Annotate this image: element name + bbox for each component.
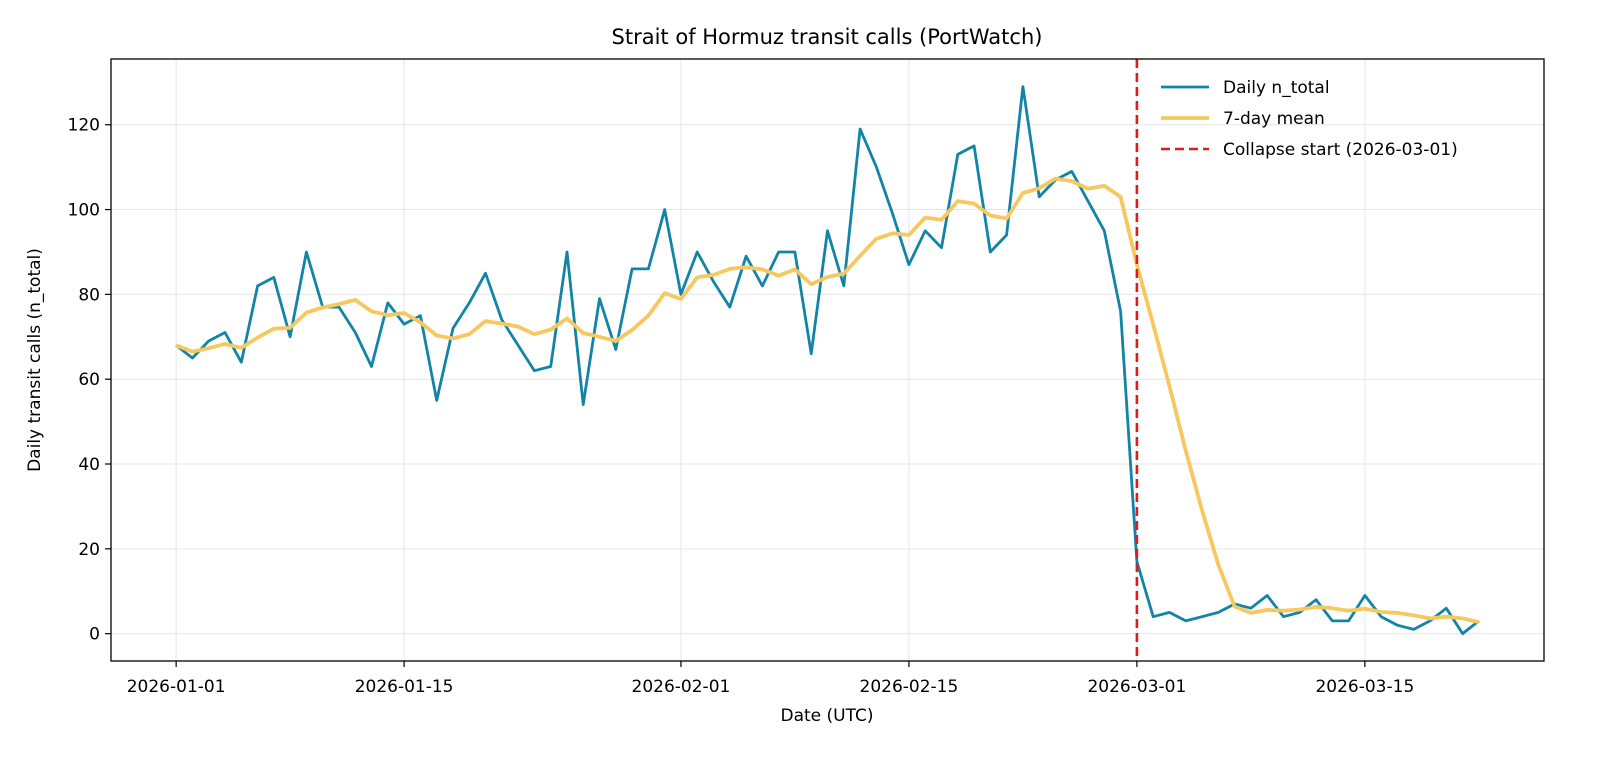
y-tick-label: 120 — [68, 116, 100, 136]
y-tick-label: 80 — [78, 285, 100, 305]
legend-label: Collapse start (2026-03-01) — [1223, 140, 1458, 160]
plot-frame — [110, 58, 1545, 662]
y-axis-ticks: 0 20 40 60 80 100 120 — [68, 116, 111, 645]
series-line-daily — [175, 85, 1480, 635]
x-tick-label: 2026-01-15 — [355, 677, 454, 697]
series-line-7day-mean — [175, 176, 1480, 625]
x-tick-label: 2026-03-15 — [1315, 677, 1414, 697]
y-tick-label: 20 — [78, 540, 100, 560]
x-tick-label: 2026-01-01 — [127, 677, 226, 697]
y-axis-label: Daily transit calls (n_total) — [25, 248, 45, 472]
x-tick-label: 2026-02-15 — [860, 677, 959, 697]
x-axis-ticks: 2026-01-01 2026-01-15 2026-02-01 2026-02-15… — [127, 661, 1414, 697]
legend-label: Daily n_total — [1223, 78, 1330, 98]
grid — [111, 59, 1544, 661]
plot-marks — [175, 59, 1480, 661]
x-axis-label: Date (UTC) — [780, 706, 873, 726]
legend: Daily n_total 7-day mean Collapse start (2… — [1161, 78, 1458, 160]
chart-title: Strait of Hormuz transit calls (PortWatc… — [612, 25, 1043, 49]
y-tick-label: 100 — [68, 201, 100, 221]
x-tick-label: 2026-02-01 — [632, 677, 731, 697]
y-tick-label: 40 — [78, 455, 100, 475]
y-tick-label: 0 — [89, 625, 100, 645]
y-tick-label: 60 — [78, 370, 100, 390]
legend-label: 7-day mean — [1223, 109, 1325, 129]
x-tick-label: 2026-03-01 — [1087, 677, 1186, 697]
